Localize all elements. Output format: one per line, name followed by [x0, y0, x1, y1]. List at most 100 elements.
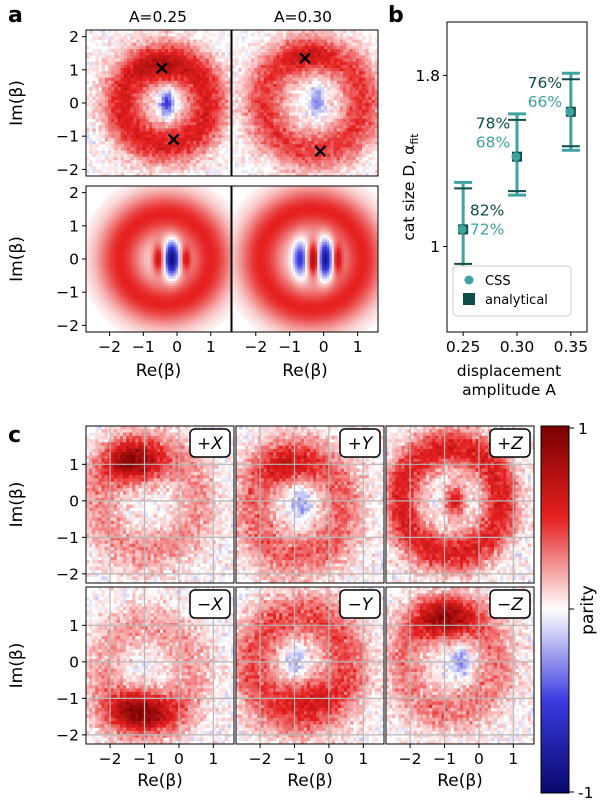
heatmap-cell: [177, 87, 180, 90]
heatmap-cell: [105, 203, 108, 206]
heatmap-cell: [162, 78, 165, 81]
heatmap-cell: [276, 100, 279, 103]
heatmap-cell: [245, 84, 248, 87]
heatmap-cell: [130, 147, 133, 150]
heatmap-cell: [108, 154, 111, 157]
heatmap-cell: [267, 62, 270, 65]
heatmap-cell: [105, 128, 108, 131]
heatmap-cell: [152, 166, 155, 169]
heatmap-cell: [295, 122, 298, 125]
heatmap-cell: [327, 49, 330, 52]
heatmap-cell: [280, 132, 283, 135]
heatmap-cell: [334, 40, 337, 43]
heatmap-cell: [193, 46, 196, 49]
heatmap-cell: [324, 65, 327, 68]
heatmap-cell: [356, 116, 359, 119]
heatmap-cell: [215, 113, 218, 116]
heatmap-cell: [108, 249, 111, 252]
heatmap-cell: [102, 100, 105, 103]
heatmap-cell: [155, 154, 158, 157]
heatmap-cell: [324, 62, 327, 65]
heatmap-cell: [130, 62, 133, 65]
heatmap-cell: [218, 93, 221, 96]
heatmap-cell: [190, 125, 193, 128]
heatmap-cell: [120, 286, 123, 289]
heatmap-cell: [93, 249, 96, 252]
heatmap-cell: [120, 230, 123, 233]
heatmap-cell: [212, 132, 215, 135]
heatmap-cell: [105, 286, 108, 289]
heatmap-cell: [127, 100, 130, 103]
heatmap-cell: [257, 46, 260, 49]
heatmap-cell: [362, 119, 365, 122]
heatmap-cell: [146, 49, 149, 52]
heatmap-cell: [120, 269, 123, 272]
heatmap-cell: [257, 103, 260, 106]
heatmap-cell: [108, 308, 111, 311]
heatmap-cell: [125, 300, 128, 303]
heatmap-cell: [177, 122, 180, 125]
heatmap-cell: [121, 30, 124, 33]
heatmap-cell: [98, 264, 101, 267]
heatmap-cell: [88, 254, 91, 257]
heatmap-cell: [349, 97, 352, 100]
heatmap-cell: [238, 52, 241, 55]
heatmap-cell: [132, 317, 135, 320]
heatmap-cell: [136, 97, 139, 100]
heatmap-cell: [139, 205, 142, 208]
heatmap-cell: [311, 71, 314, 74]
heatmap-cell: [125, 271, 128, 274]
heatmap-cell: [133, 100, 136, 103]
heatmap-cell: [98, 286, 101, 289]
heatmap-cell: [130, 188, 133, 191]
heatmap-cell: [152, 160, 155, 163]
heatmap-cell: [308, 116, 311, 119]
heatmap-cell: [276, 46, 279, 49]
heatmap-cell: [159, 151, 162, 154]
heatmap-cell: [96, 240, 99, 243]
heatmap-cell: [130, 49, 133, 52]
heatmap-cell: [308, 30, 311, 33]
heatmap-cell: [225, 65, 228, 68]
heatmap-cell: [242, 84, 245, 87]
heatmap-cell: [368, 103, 371, 106]
heatmap-cell: [174, 59, 177, 62]
heatmap-cell: [365, 84, 368, 87]
heatmap-cell: [292, 68, 295, 71]
heatmap-cell: [225, 113, 228, 116]
heatmap-cell: [235, 160, 238, 163]
heatmap-cell: [359, 46, 362, 49]
heatmap-cell: [242, 160, 245, 163]
heatmap-cell: [103, 230, 106, 233]
heatmap-cell: [152, 100, 155, 103]
heatmap-cell: [248, 132, 251, 135]
heatmap-cell: [130, 100, 133, 103]
heatmap-cell: [286, 65, 289, 68]
heatmap-cell: [98, 244, 101, 247]
heatmap-cell: [359, 138, 362, 141]
heatmap-cell: [251, 100, 254, 103]
heatmap-cell: [136, 138, 139, 141]
heatmap-cell: [199, 125, 202, 128]
heatmap-cell: [99, 119, 102, 122]
heatmap-cell: [165, 33, 168, 36]
heatmap-cell: [117, 286, 120, 289]
heatmap-cell: [311, 90, 314, 93]
heatmap-cell: [280, 166, 283, 169]
heatmap-cell: [127, 109, 130, 112]
heatmap-cell: [330, 33, 333, 36]
heatmap-cell: [280, 97, 283, 100]
heatmap-cell: [356, 43, 359, 46]
heatmap-cell: [356, 100, 359, 103]
heatmap-cell: [215, 170, 218, 173]
heatmap-cell: [264, 90, 267, 93]
heatmap-cell: [101, 227, 104, 230]
heatmap-cell: [89, 151, 92, 154]
heatmap-cell: [353, 68, 356, 71]
heatmap-cell: [88, 288, 91, 291]
heatmap-cell: [127, 223, 130, 226]
heatmap-cell: [356, 144, 359, 147]
heatmap-cell: [130, 170, 133, 173]
heatmap-cell: [292, 157, 295, 160]
heatmap-cell: [324, 68, 327, 71]
